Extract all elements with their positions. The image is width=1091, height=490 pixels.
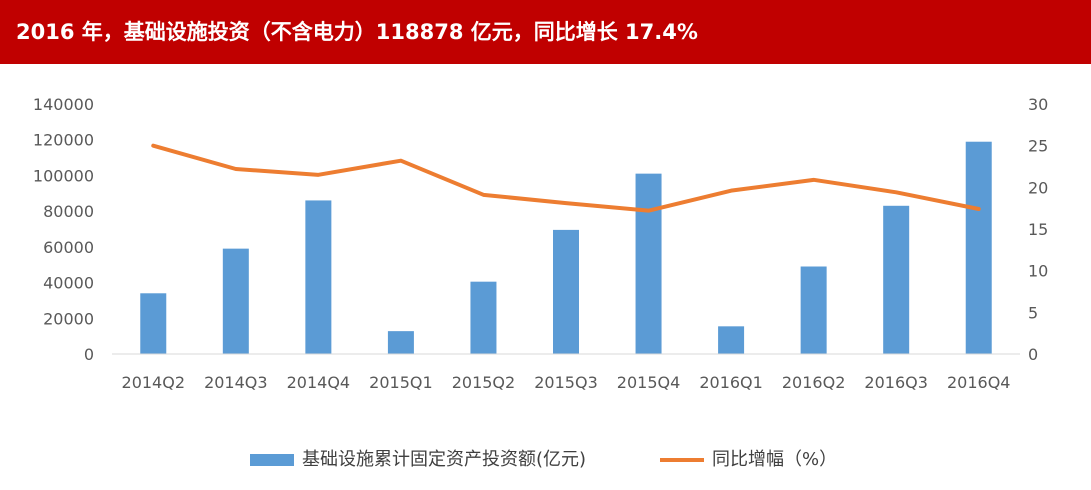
x-tick-label: 2016Q2 <box>782 373 846 392</box>
right-tick-label: 15 <box>1028 220 1048 239</box>
x-tick-label: 2015Q2 <box>452 373 516 392</box>
bar-2016Q2 <box>800 266 827 354</box>
left-tick-label: 40000 <box>43 274 94 293</box>
bar-2015Q3 <box>553 229 579 354</box>
legend-label-bar: 基础设施累计固定资产投资额(亿元) <box>302 449 587 470</box>
bar-2014Q3 <box>222 248 249 354</box>
left-tick-label: 0 <box>84 345 94 364</box>
left-tick-label: 120000 <box>33 131 94 150</box>
chart-header-banner: 2016 年，基础设施投资（不含电力）118878 亿元，同比增长 17.4% <box>0 0 1091 64</box>
right-tick-label: 25 <box>1028 137 1048 156</box>
x-tick-label: 2014Q3 <box>204 373 268 392</box>
legend-bar-swatch <box>250 454 294 466</box>
right-tick-label: 5 <box>1028 303 1038 322</box>
x-tick-label: 2014Q2 <box>122 373 186 392</box>
x-tick-label: 2015Q1 <box>369 373 433 392</box>
bar-2014Q4 <box>305 200 332 354</box>
x-tick-label: 2015Q3 <box>534 373 598 392</box>
right-axis: 0 5 10 15 20 25 30 <box>1028 95 1048 364</box>
right-tick-label: 10 <box>1028 262 1048 281</box>
left-tick-label: 140000 <box>33 95 94 114</box>
bar-2015Q1 <box>387 331 414 354</box>
left-tick-label: 100000 <box>33 166 94 185</box>
bar-2016Q4 <box>965 141 992 354</box>
legend-line-swatch <box>660 458 704 462</box>
left-tick-label: 20000 <box>43 309 94 328</box>
x-tick-label: 2014Q4 <box>287 373 351 392</box>
legend-label-line: 同比增幅（%） <box>712 449 838 470</box>
bar-2016Q1 <box>718 326 745 354</box>
line-series <box>151 143 981 213</box>
left-axis: 0 20000 40000 60000 80000 100000 120000 140000 <box>33 95 94 364</box>
x-tick-label: 2016Q4 <box>947 373 1011 392</box>
right-tick-label: 30 <box>1028 95 1048 114</box>
bar-series <box>140 141 992 354</box>
x-tick-label: 2016Q3 <box>864 373 928 392</box>
x-axis: 2014Q2 2014Q3 2014Q4 2015Q1 2015Q2 2015Q3 2015… <box>122 373 1011 392</box>
x-tick-label: 2015Q4 <box>617 373 681 392</box>
left-tick-label: 80000 <box>43 202 94 221</box>
combo-chart: 020000400006000080000100000120000140000 … <box>33 95 1048 392</box>
right-tick-label: 20 <box>1028 178 1048 197</box>
left-tick-label: 60000 <box>43 238 94 257</box>
bar-2015Q4 <box>635 173 662 354</box>
chart-title: 2016 年，基础设施投资（不含电力）118878 亿元，同比增长 17.4% <box>16 20 698 44</box>
bar-2014Q2 <box>140 293 167 354</box>
bar-2016Q3 <box>883 205 910 354</box>
right-tick-label: 0 <box>1028 345 1038 364</box>
legend: 基础设施累计固定资产投资额(亿元) 同比增幅（%） <box>0 446 1091 474</box>
bar-2015Q2 <box>470 281 497 354</box>
x-tick-label: 2016Q1 <box>699 373 763 392</box>
